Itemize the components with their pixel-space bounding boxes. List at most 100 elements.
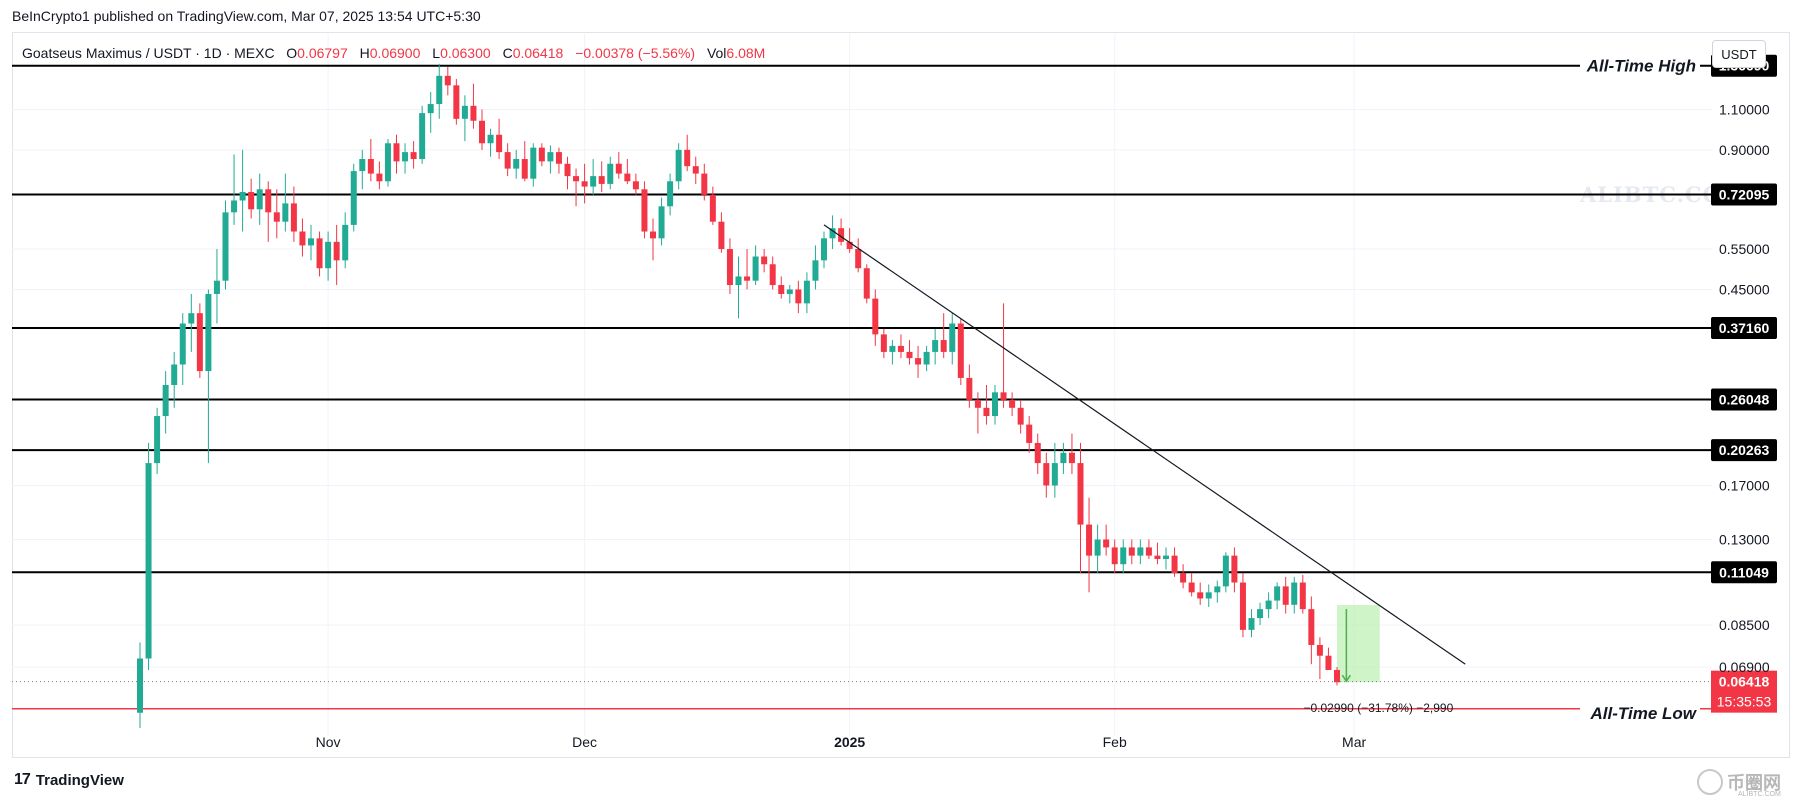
candle-body[interactable] [1171, 555, 1178, 574]
candle-body[interactable] [513, 159, 520, 169]
candle-body[interactable] [855, 249, 862, 269]
candle-body[interactable] [1051, 463, 1058, 486]
candle-body[interactable] [1077, 463, 1084, 525]
candle-body[interactable] [137, 658, 143, 713]
candle-body[interactable] [573, 176, 580, 182]
candle-body[interactable] [821, 238, 827, 261]
candle-body[interactable] [1248, 618, 1255, 630]
candle-body[interactable] [1145, 547, 1152, 556]
candle-body[interactable] [803, 280, 810, 304]
candle-body[interactable] [359, 159, 366, 172]
candle-body[interactable] [761, 256, 768, 265]
candle-body[interactable] [949, 323, 956, 352]
candle-body[interactable] [342, 224, 349, 261]
candle-body[interactable] [1231, 555, 1238, 583]
candle-body[interactable] [1034, 442, 1041, 464]
candle-body[interactable] [453, 85, 460, 119]
candle-body[interactable] [829, 228, 836, 239]
candle-body[interactable] [735, 276, 742, 286]
candle-body[interactable] [752, 256, 759, 281]
candle-body[interactable] [1316, 644, 1323, 656]
candle-body[interactable] [179, 323, 186, 365]
candle-body[interactable] [607, 163, 614, 184]
candle-body[interactable] [940, 340, 947, 352]
candle-body[interactable] [966, 377, 973, 400]
candle-body[interactable] [145, 463, 152, 659]
candle-body[interactable] [684, 149, 691, 167]
candle-body[interactable] [675, 149, 682, 182]
candle-body[interactable] [265, 189, 272, 213]
candle-body[interactable] [367, 159, 374, 174]
candle-body[interactable] [1180, 573, 1187, 583]
candle-body[interactable] [162, 385, 169, 417]
candle-body[interactable] [564, 163, 571, 177]
candle-body[interactable] [880, 334, 887, 352]
candle-body[interactable] [581, 181, 588, 187]
candle-body[interactable] [427, 104, 434, 114]
candle-body[interactable] [778, 285, 785, 294]
candle-body[interactable] [273, 212, 280, 222]
candle-body[interactable] [1060, 452, 1067, 464]
candle-body[interactable] [1214, 586, 1221, 593]
trendline[interactable] [823, 224, 1466, 665]
candle-body[interactable] [906, 351, 913, 359]
candle-body[interactable] [171, 364, 178, 385]
candle-body[interactable] [1188, 582, 1195, 593]
currency-button[interactable]: USDT [1712, 40, 1766, 68]
candle-body[interactable] [992, 392, 998, 417]
candle-body[interactable] [1017, 407, 1024, 425]
candle-body[interactable] [376, 173, 383, 182]
candle-body[interactable] [1086, 524, 1093, 556]
candle-body[interactable] [590, 176, 597, 187]
candle-body[interactable] [726, 249, 733, 286]
tradingview-brand[interactable]: 17 TradingView [14, 771, 124, 789]
candle-body[interactable] [188, 313, 195, 324]
candle-body[interactable] [632, 181, 639, 190]
candle-body[interactable] [701, 173, 708, 195]
candle-body[interactable] [461, 105, 468, 119]
candle-body[interactable] [769, 264, 776, 286]
measure-box[interactable] [1337, 605, 1380, 683]
candle-body[interactable] [538, 147, 545, 162]
candle-body[interactable] [333, 241, 340, 261]
candle-body[interactable] [410, 152, 417, 160]
candle-body[interactable] [196, 313, 203, 372]
candle-body[interactable] [299, 231, 306, 246]
candle-body[interactable] [795, 289, 802, 304]
candle-body[interactable] [1265, 600, 1272, 610]
candle-body[interactable] [709, 194, 716, 222]
candle-body[interactable] [479, 120, 485, 144]
candle-body[interactable] [1257, 609, 1264, 619]
candle-body[interactable] [248, 192, 255, 210]
candle-body[interactable] [1334, 670, 1340, 683]
candle-body[interactable] [1222, 555, 1229, 587]
candle-body[interactable] [1120, 547, 1127, 565]
candle-body[interactable] [889, 345, 896, 352]
candle-body[interactable] [1239, 582, 1246, 630]
candle-body[interactable] [1111, 547, 1118, 565]
candle-body[interactable] [555, 152, 562, 164]
candle-body[interactable] [1308, 609, 1315, 645]
candle-body[interactable] [983, 407, 990, 417]
candle-body[interactable] [350, 171, 357, 225]
candle-body[interactable] [496, 134, 503, 153]
candle-body[interactable] [957, 323, 964, 378]
candle-body[interactable] [872, 298, 879, 335]
candle-body[interactable] [838, 228, 845, 242]
candle-body[interactable] [1026, 424, 1033, 443]
candle-body[interactable] [658, 206, 665, 239]
candle-body[interactable] [650, 231, 656, 239]
candle-body[interactable] [402, 152, 409, 162]
candle-body[interactable] [504, 152, 511, 169]
candle-body[interactable] [1325, 655, 1332, 671]
candle-body[interactable] [530, 147, 537, 179]
candle-body[interactable] [308, 238, 314, 246]
candle-body[interactable] [1291, 582, 1298, 605]
candle-body[interactable] [923, 351, 930, 365]
candle-body[interactable] [1128, 547, 1135, 556]
candle-body[interactable] [718, 221, 725, 250]
candle-body[interactable] [256, 189, 263, 210]
candle-body[interactable] [1094, 539, 1101, 556]
candle-body[interactable] [1043, 463, 1050, 486]
candle-body[interactable] [1274, 586, 1281, 601]
